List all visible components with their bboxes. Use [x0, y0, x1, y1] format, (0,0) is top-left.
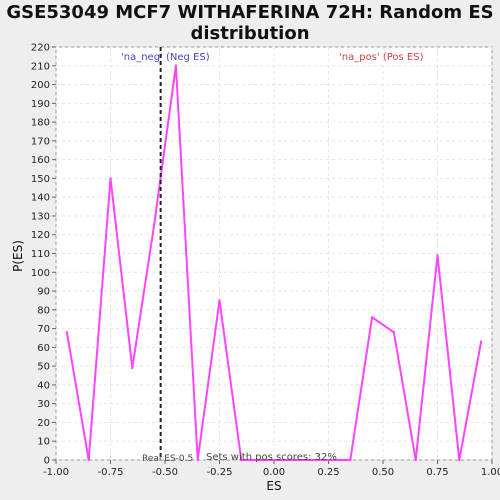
data-point [65, 331, 69, 334]
y-tick-label: 110 [31, 249, 50, 260]
x-tick-label: -1.00 [43, 467, 69, 478]
y-tick-label: 100 [31, 268, 50, 279]
y-axis: 0 10 20 30 40 50 60 70 80 90 100 110 120 130 140 150 160… [31, 43, 56, 467]
x-axis: -1.00 -0.75 -0.50 -0.25 0.00 0.25 0.50 0.75 1.00 [43, 460, 500, 478]
y-axis-label: P(ES) [11, 240, 25, 272]
y-tick-label: 80 [37, 305, 50, 316]
y-tick-label: 90 [37, 287, 50, 298]
data-point [458, 458, 461, 462]
y-tick-label: 140 [31, 193, 50, 204]
x-tick-label: 1.00 [481, 467, 500, 478]
y-tick-label: 190 [31, 99, 50, 110]
data-point [131, 366, 134, 370]
y-tick-label: 40 [37, 380, 50, 391]
data-point [152, 224, 156, 227]
data-point [87, 458, 90, 462]
y-tick-label: 0 [44, 456, 50, 467]
data-point [479, 340, 483, 343]
x-tick-label: -0.75 [98, 467, 124, 478]
data-point [261, 458, 265, 462]
x-tick-label: 0.75 [426, 467, 448, 478]
pos-es-label: 'na_pos' (Pos ES) [339, 52, 424, 63]
y-tick-label: 170 [31, 136, 50, 147]
x-tick-label: 0.50 [372, 467, 394, 478]
y-tick-label: 220 [31, 43, 50, 54]
data-point [305, 458, 308, 462]
data-point [414, 458, 417, 462]
data-point [174, 64, 178, 67]
data-point [370, 316, 374, 319]
series-line [65, 64, 483, 461]
y-tick-label: 20 [37, 418, 50, 429]
y-tick-label: 150 [31, 174, 50, 185]
data-point [240, 458, 243, 462]
data-point [436, 254, 439, 257]
y-tick-label: 120 [31, 230, 50, 241]
data-point [283, 458, 287, 462]
series-group [65, 64, 483, 462]
data-point [196, 458, 199, 462]
chart-title: GSE53049 MCF7 WITHAFERINA 72H: Random ES… [6, 2, 494, 44]
y-tick-label: 30 [37, 399, 50, 410]
x-tick-label: -0.25 [207, 467, 233, 478]
data-point [392, 331, 396, 334]
y-tick-label: 210 [31, 61, 50, 72]
y-tick-label: 10 [37, 437, 50, 448]
y-tick-label: 160 [31, 155, 50, 166]
y-tick-label: 70 [37, 324, 50, 335]
neg-es-label: 'na_neg' (Neg ES) [121, 52, 210, 63]
y-tick-label: 180 [31, 118, 50, 129]
y-tick-label: 50 [37, 362, 50, 373]
data-point [349, 458, 352, 462]
x-tick-label: 0.25 [317, 467, 339, 478]
y-tick-label: 60 [37, 343, 50, 354]
sets-pos-label: Sets with pos scores: 32% [206, 452, 337, 463]
x-axis-label: ES [266, 479, 281, 493]
y-tick-label: 200 [31, 80, 50, 91]
real-es-label: Real ES-0.5 [142, 454, 193, 464]
x-tick-label: 0.00 [263, 467, 285, 478]
data-point [109, 177, 112, 180]
x-tick-label: -0.50 [152, 467, 178, 478]
y-tick-label: 130 [31, 211, 50, 222]
data-point [327, 458, 330, 462]
data-point [218, 299, 221, 302]
